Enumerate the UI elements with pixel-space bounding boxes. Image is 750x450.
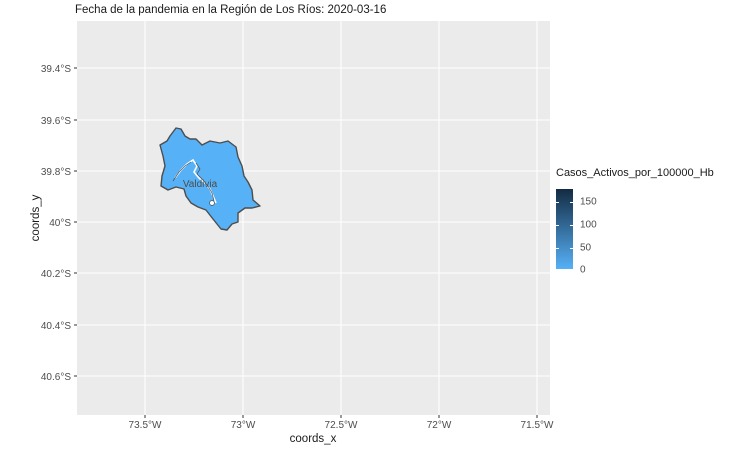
y-axis-title: coords_y [30,194,42,241]
river-outline [172,161,215,202]
x-axis: 73.5°W 73°W 72.5°W 72°W 71.5°W coords_x [129,415,554,445]
region-label: Valdivia [183,179,218,190]
legend-tick-mark [556,225,559,226]
y-tick-label: 39.4°S [41,64,71,75]
legend-tick-label: 0 [580,264,586,276]
x-tick-label: 73°W [231,420,256,431]
map-grid [77,21,550,415]
legend-tick-mark [570,202,573,203]
map-panel [77,21,550,415]
legend-colorbar [556,189,573,269]
legend-tick-label: 100 [580,219,597,231]
color-legend: Casos_Activos_por_100000_Hb 150 100 50 0 [556,167,746,276]
legend-tick-mark [570,248,573,249]
y-tick-label: 40.6°S [41,372,71,383]
map-title: Fecha de la pandemia en la Región de Los… [75,4,387,16]
x-axis-title: coords_x [290,433,337,445]
region-valdivia[interactable]: Valdivia [159,127,261,231]
lake-shape [209,200,215,206]
y-tick-label: 39.6°S [41,116,71,127]
x-tick-label: 72.5°W [325,420,358,431]
legend-tick-mark [556,202,559,203]
y-tick-label: 40.4°S [41,321,71,332]
legend-title: Casos_Activos_por_100000_Hb [556,167,714,179]
legend-tick-label: 50 [580,242,592,254]
y-tick-label: 39.8°S [41,167,71,178]
x-tick-label: 71.5°W [521,420,554,431]
legend-tick-mark [570,225,573,226]
x-tick-label: 73.5°W [129,420,162,431]
y-tick-label: 40.2°S [41,269,71,280]
y-axis: 39.4°S 39.6°S 39.8°S 40°S 40.2°S 40.4°S … [30,64,77,383]
y-tick-label: 40°S [49,218,71,229]
region-shape[interactable] [159,127,261,231]
legend-tick-label: 150 [580,196,597,208]
x-tick-label: 72°W [427,420,452,431]
legend-tick-mark [556,248,559,249]
